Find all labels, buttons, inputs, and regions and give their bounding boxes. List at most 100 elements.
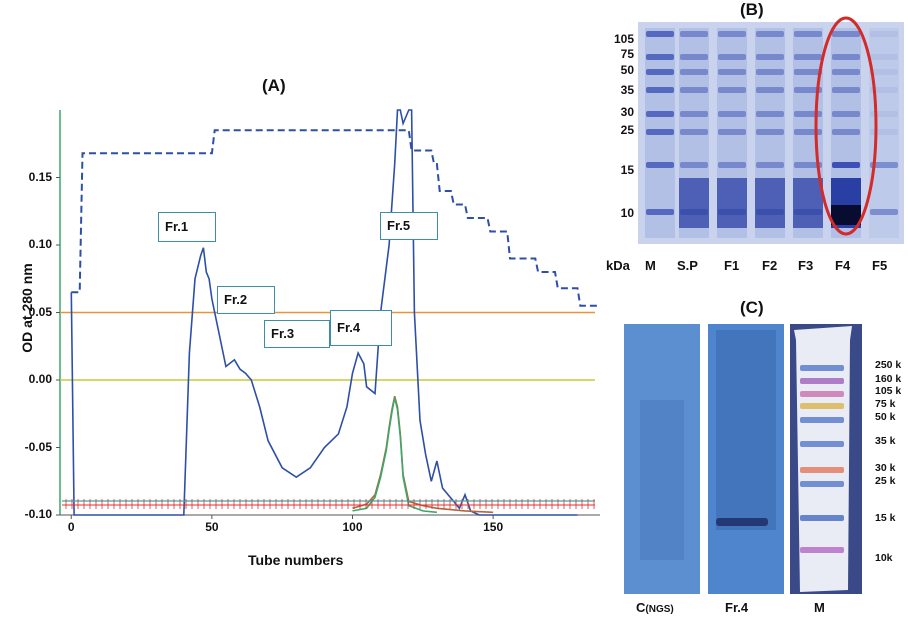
gel-band	[718, 129, 746, 135]
blot-marker-label: 250 k	[875, 359, 902, 371]
gel-band	[680, 111, 708, 117]
panel-c-title: (C)	[740, 298, 764, 317]
gel-band	[756, 129, 784, 135]
y-tick-label: 0.10	[28, 237, 52, 251]
x-tick-label: 50	[205, 520, 219, 534]
gel-band	[832, 162, 860, 168]
blot-marker-band	[800, 515, 844, 521]
gel-marker-label: 105	[613, 32, 634, 46]
gel-band	[870, 69, 898, 75]
blot-marker-band	[800, 441, 844, 447]
gel-band	[870, 87, 898, 93]
gel-lowmw-smear	[755, 178, 785, 228]
gel-band	[646, 87, 674, 93]
gel-band	[680, 69, 708, 75]
blot-marker-label: 25 k	[875, 475, 896, 487]
panel-b-title: (B)	[740, 0, 764, 19]
gel-lane-label: F3	[798, 258, 814, 273]
blot-marker-label: 160 k	[875, 373, 902, 385]
gel-band	[680, 31, 708, 37]
fraction-label-2: Fr.2	[217, 286, 275, 314]
gel-band	[756, 69, 784, 75]
blot-marker-label: 15 k	[875, 512, 896, 524]
panel-a-title: (A)	[262, 76, 286, 95]
gel-band	[832, 54, 860, 60]
gel-band	[756, 87, 784, 93]
y-tick-label: 0.15	[28, 169, 52, 184]
gel-band	[756, 111, 784, 117]
blot-marker-band	[800, 417, 844, 423]
gel-band	[718, 69, 746, 75]
blot-fr4-band	[716, 518, 768, 526]
gel-band	[646, 54, 674, 60]
gel-marker-label: 10	[620, 206, 634, 220]
gel-marker-label: 15	[620, 163, 634, 177]
gel-band	[680, 162, 708, 168]
blot-lane-control-main: C	[636, 600, 646, 615]
gel-band	[756, 31, 784, 37]
blot-marker-band	[800, 403, 844, 409]
series-line-od-280-nm	[70, 109, 578, 516]
blot-lane-label-marker: M	[814, 600, 825, 615]
gel-lowmw-smear	[679, 178, 709, 228]
blot-marker-band	[800, 547, 844, 553]
gel-band	[832, 87, 860, 93]
gel-lane-label: F2	[762, 258, 778, 273]
gel-band	[794, 54, 822, 60]
gel-kda-label: kDa	[606, 258, 630, 273]
y-tick-label: 0.05	[28, 304, 52, 319]
gel-marker-label: 50	[620, 63, 634, 77]
gel-band	[646, 209, 674, 215]
gel-band	[832, 111, 860, 117]
blot-marker-label: 50 k	[875, 411, 896, 423]
y-tick-label: 0.00	[28, 372, 52, 386]
gel-band	[870, 162, 898, 168]
gel-band	[870, 31, 898, 37]
blot-marker-band	[800, 378, 844, 384]
blot-lane-control-sub: (NGS)	[645, 604, 674, 615]
gel-lane-label: S.P	[677, 258, 698, 273]
gel-band	[870, 209, 898, 215]
gel-band	[718, 54, 746, 60]
x-tick-label: 0	[67, 520, 75, 534]
blot-marker-label: 75 k	[875, 398, 896, 410]
blot-control-shade	[640, 400, 684, 560]
gel-band	[680, 87, 708, 93]
blot-fr4-smear	[716, 330, 776, 530]
gel-band	[832, 129, 860, 135]
y-tick-label: -0.05	[24, 439, 52, 454]
blot-lane-label-control: C(NGS)	[636, 600, 674, 615]
blot-lane-label-fr4: Fr.4	[725, 600, 749, 615]
blot-marker-band	[800, 365, 844, 371]
x-axis-label: Tube numbers	[248, 552, 344, 568]
gel-band	[718, 111, 746, 117]
gel-band	[870, 54, 898, 60]
blot-marker-label: 35 k	[875, 435, 896, 447]
gel-lane-label: F4	[835, 258, 851, 273]
gel-band	[832, 31, 860, 37]
fraction-label-3: Fr.3	[264, 320, 330, 348]
gel-lane-label: F1	[724, 258, 740, 273]
x-tick-label: 150	[483, 520, 504, 534]
blot-marker-label: 10k	[875, 552, 893, 564]
fraction-label-1: Fr.1	[158, 212, 216, 242]
gel-lane-6	[869, 28, 899, 238]
gel-f4-dense-band	[831, 205, 861, 225]
gel-band	[718, 31, 746, 37]
gel-band	[718, 162, 746, 168]
gel-band	[646, 31, 674, 37]
gel-marker-label: 30	[620, 105, 634, 119]
gel-band	[646, 129, 674, 135]
gel-lane-label: M	[645, 258, 656, 273]
f4-highlight-ellipse	[814, 16, 878, 236]
gel-band	[680, 129, 708, 135]
blot-marker-label: 105 k	[875, 385, 902, 397]
fraction-label-4: Fr.4	[330, 310, 392, 346]
gel-band	[646, 111, 674, 117]
gel-band	[794, 87, 822, 93]
gel-band	[794, 69, 822, 75]
x-tick-label: 100	[342, 520, 363, 534]
